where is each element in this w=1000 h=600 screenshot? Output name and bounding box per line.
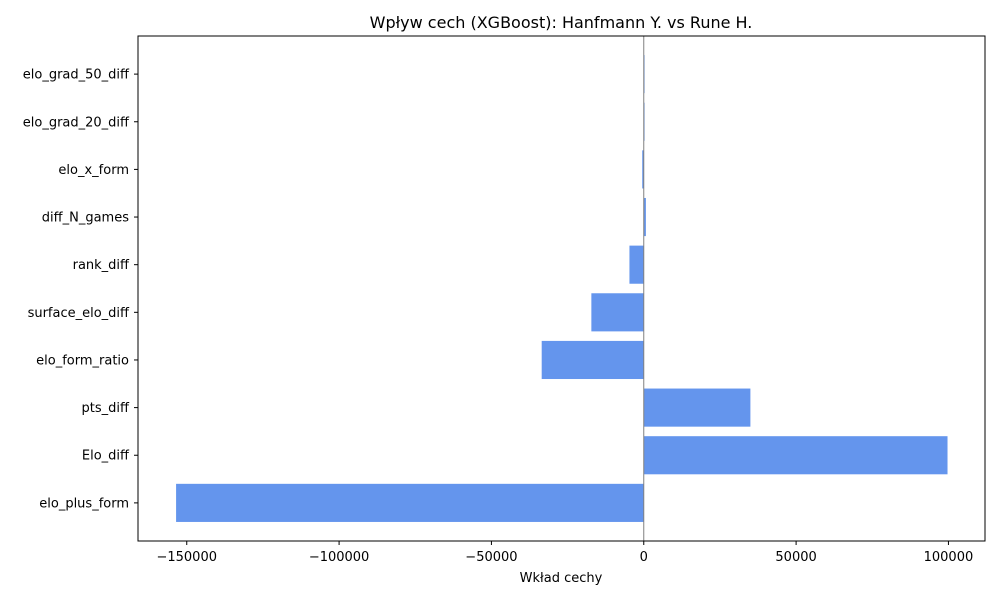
x-tick-label: 50000 [775, 550, 816, 565]
plot-frame [137, 35, 986, 542]
chart-title: Wpływ cech (XGBoost): Hanfmann Y. vs Run… [370, 13, 753, 32]
bar-pts-diff [643, 388, 751, 427]
y-tick-label: rank_diff [73, 258, 130, 273]
y-axis: elo_plus_form Elo_diff pts_diff elo_form_ra… [23, 68, 138, 511]
y-tick-label: elo_grad_20_diff [23, 115, 130, 130]
plot-area [137, 35, 986, 542]
bar-elo-x-form [642, 150, 644, 189]
x-tick-label: 0 [640, 550, 648, 565]
bar-elo-diff [643, 436, 948, 475]
x-axis-label: Wkład cechy [520, 571, 603, 586]
y-tick-label: elo_form_ratio [36, 353, 129, 368]
y-tick-label: elo_x_form [58, 163, 129, 178]
bar-surface-elo-diff [591, 293, 644, 332]
x-tick-label: −50000 [465, 550, 517, 565]
x-axis: −150000 −100000 −50000 0 50000 100000 [156, 541, 973, 565]
x-tick-label: −150000 [156, 550, 217, 565]
y-tick-label: diff_N_games [42, 211, 129, 226]
y-tick-label: elo_plus_form [39, 496, 129, 511]
x-tick-label: 100000 [924, 550, 974, 565]
x-tick-label: −100000 [309, 550, 370, 565]
y-tick-label: Elo_diff [82, 449, 130, 464]
bar-elo-plus-form [176, 483, 644, 522]
bar-rank-diff [629, 245, 644, 284]
y-tick-label: pts_diff [82, 401, 130, 416]
y-tick-label: surface_elo_diff [28, 306, 130, 321]
bar-diff-n-games [643, 197, 646, 237]
y-tick-label: elo_grad_50_diff [23, 68, 130, 83]
bar-elo-form-ratio [541, 340, 644, 380]
